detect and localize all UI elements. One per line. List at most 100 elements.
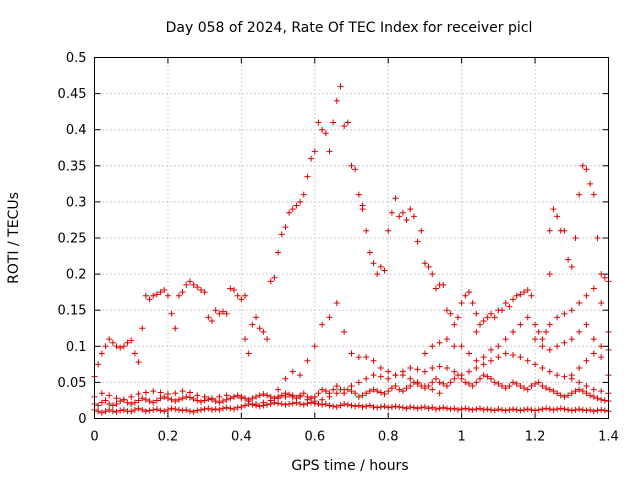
data-point xyxy=(142,396,149,403)
data-point xyxy=(267,278,274,285)
data-point xyxy=(561,406,568,413)
data-point xyxy=(212,398,219,405)
data-point xyxy=(223,310,230,317)
data-point xyxy=(150,399,157,406)
data-point xyxy=(598,388,605,395)
data-point xyxy=(432,375,439,382)
data-point xyxy=(260,399,267,406)
data-point xyxy=(572,406,579,413)
data-point xyxy=(275,395,282,402)
data-point xyxy=(598,271,605,278)
data-point xyxy=(392,195,399,202)
data-point xyxy=(326,393,333,400)
data-point xyxy=(330,403,337,410)
data-point xyxy=(249,401,256,408)
data-point xyxy=(499,307,506,314)
data-point xyxy=(598,354,605,361)
data-point xyxy=(381,267,388,274)
data-point xyxy=(480,372,487,379)
data-point xyxy=(495,354,502,361)
data-point xyxy=(590,408,597,415)
data-point xyxy=(513,406,520,413)
data-point xyxy=(128,408,135,415)
data-point xyxy=(113,401,120,408)
data-point xyxy=(190,281,197,288)
data-point xyxy=(554,343,561,350)
data-point xyxy=(245,398,252,405)
data-point xyxy=(465,289,472,296)
data-point xyxy=(197,398,204,405)
data-point xyxy=(583,383,590,390)
data-point xyxy=(473,328,480,335)
data-point xyxy=(447,406,454,413)
data-point xyxy=(113,395,120,402)
data-point xyxy=(587,406,594,413)
data-point xyxy=(465,380,472,387)
data-point xyxy=(403,385,410,392)
data-point xyxy=(579,162,586,169)
data-point xyxy=(381,390,388,397)
data-point xyxy=(583,357,590,364)
data-point xyxy=(517,383,524,390)
data-point xyxy=(106,392,113,399)
data-point xyxy=(150,388,157,395)
data-point xyxy=(315,390,322,397)
data-point xyxy=(388,385,395,392)
data-point xyxy=(249,321,256,328)
data-point xyxy=(458,372,465,379)
data-point xyxy=(289,392,296,399)
data-point xyxy=(506,383,513,390)
data-point xyxy=(546,271,553,278)
data-point xyxy=(414,366,421,373)
data-point xyxy=(396,386,403,393)
data-point xyxy=(370,386,377,393)
data-point xyxy=(256,392,263,399)
data-point xyxy=(550,406,557,413)
data-point xyxy=(436,379,443,386)
data-point xyxy=(477,405,483,412)
data-point xyxy=(186,394,193,401)
data-point xyxy=(407,206,414,213)
data-point xyxy=(377,403,384,410)
data-point xyxy=(377,389,384,396)
data-point xyxy=(282,393,289,400)
x-tick-label: 0.6 xyxy=(304,430,325,445)
data-point xyxy=(554,314,561,321)
data-point xyxy=(363,375,370,382)
data-point xyxy=(385,368,392,375)
data-point xyxy=(289,206,296,213)
x-tick-label: 0.8 xyxy=(378,430,399,445)
data-point xyxy=(414,238,421,245)
data-point xyxy=(517,354,524,361)
data-point xyxy=(513,380,520,387)
data-point xyxy=(304,357,311,364)
data-point xyxy=(429,271,436,278)
data-point xyxy=(546,406,553,413)
data-point xyxy=(153,406,160,413)
data-point xyxy=(469,383,476,390)
data-point xyxy=(377,263,384,270)
data-point xyxy=(256,403,263,410)
data-point xyxy=(128,337,135,344)
data-point xyxy=(590,285,597,292)
data-point xyxy=(194,284,201,291)
chart-title: Day 058 of 2024, Rate Of TEC Index for r… xyxy=(166,20,533,36)
data-point xyxy=(429,364,436,371)
data-point xyxy=(352,403,359,410)
data-point xyxy=(341,328,348,335)
data-point xyxy=(300,191,307,198)
data-point xyxy=(443,307,450,314)
data-point xyxy=(106,406,113,413)
data-point xyxy=(363,390,370,397)
data-point xyxy=(598,406,605,413)
data-point xyxy=(179,395,186,402)
data-point xyxy=(451,343,458,350)
data-point xyxy=(359,403,366,410)
data-point xyxy=(539,336,546,343)
data-point xyxy=(363,403,370,410)
data-point xyxy=(186,278,193,285)
data-point xyxy=(502,350,509,357)
data-point xyxy=(576,379,583,386)
data-point xyxy=(106,401,113,408)
data-point xyxy=(399,388,406,395)
